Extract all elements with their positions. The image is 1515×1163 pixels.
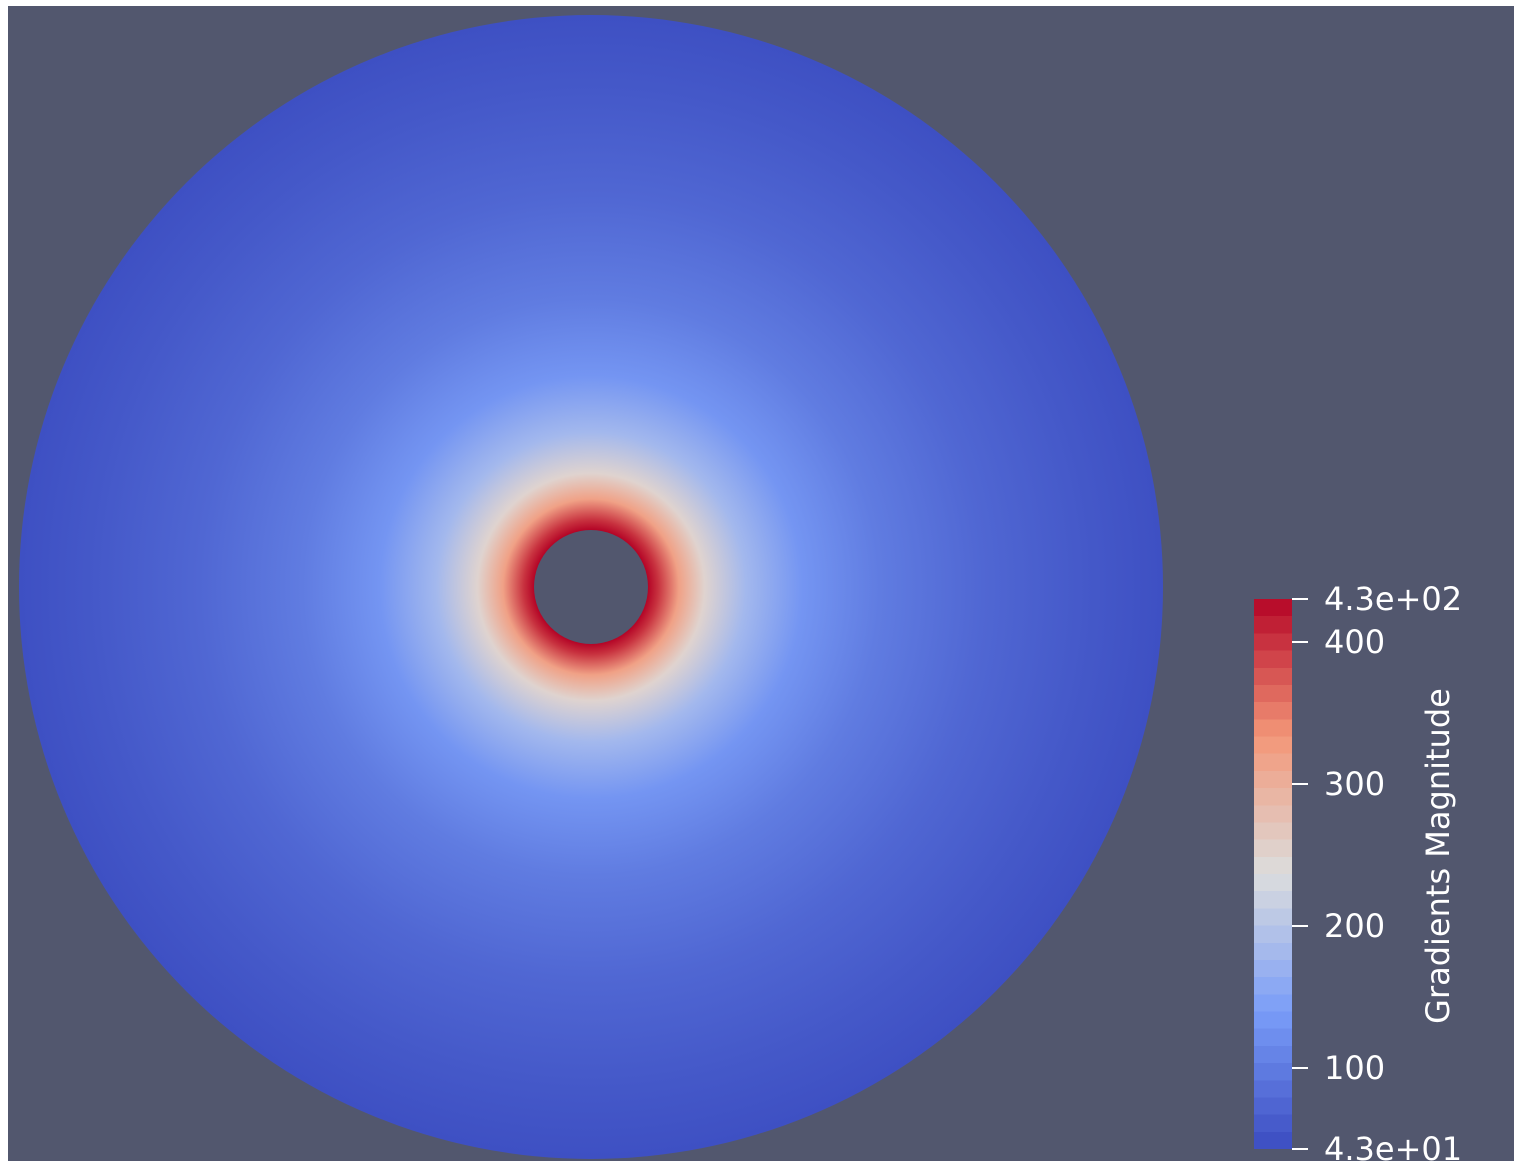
colorbar-tick-label: 400 xyxy=(1324,622,1386,661)
colorbar-title: Gradients Magnitude xyxy=(1419,688,1457,1024)
annulus-inner-hole xyxy=(534,530,648,644)
render-scene[interactable] xyxy=(8,6,1514,1161)
colorbar-tick-mark xyxy=(1292,1148,1308,1150)
colorbar-tick-mark xyxy=(1292,782,1308,785)
colorbar-tick-mark xyxy=(1292,640,1308,643)
colorbar-gradient-rect xyxy=(1254,599,1292,1149)
colorbar-tick-label: 100 xyxy=(1324,1048,1386,1087)
colorbar-tick-label: 300 xyxy=(1324,764,1386,803)
render-viewport[interactable]: 4.3e+02 400 300 200 100 4.3e+01 Gradients Mag… xyxy=(8,6,1514,1161)
colorbar-tick-label: 4.3e+01 xyxy=(1324,1130,1463,1161)
colorbar-tick-mark xyxy=(1292,598,1308,600)
colorbar-tick-mark xyxy=(1292,924,1308,927)
colorbar-tick-mark xyxy=(1292,1066,1308,1069)
colorbar xyxy=(1254,599,1292,1149)
colorbar-tick-label: 200 xyxy=(1324,906,1386,945)
colorbar-tick-label: 4.3e+02 xyxy=(1324,580,1463,618)
